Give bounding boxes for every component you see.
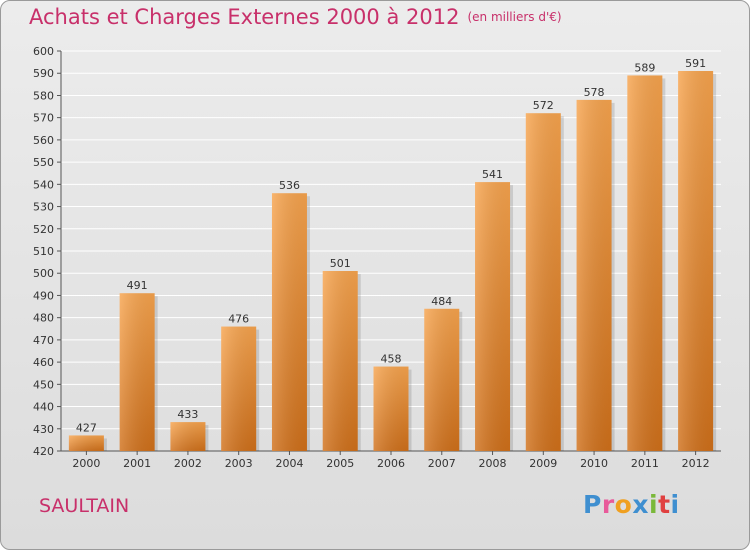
- y-tick-label: 560: [33, 134, 54, 147]
- bar-highlight: [322, 271, 358, 451]
- y-tick-label: 530: [33, 201, 54, 214]
- y-tick-label: 550: [33, 156, 54, 169]
- axes: 420 430 440 450 460 470 480 490 500 510 520 530 540 5…: [33, 45, 721, 458]
- x-tick-label: 2008: [479, 457, 507, 470]
- data-label: 578: [584, 86, 605, 99]
- y-tick-label: 480: [33, 312, 54, 325]
- y-tick-label: 500: [33, 267, 54, 280]
- x-tick-label: 2012: [682, 457, 710, 470]
- proxiti-logo: Proxiti: [583, 490, 680, 519]
- data-label: 427: [76, 421, 97, 434]
- bar-highlight: [221, 326, 257, 451]
- city-name: SAULTAIN: [39, 495, 130, 517]
- x-tick-label: 2005: [326, 457, 354, 470]
- bar-highlight: [678, 71, 714, 451]
- x-tick-label: 2006: [377, 457, 405, 470]
- data-label: 572: [533, 99, 554, 112]
- y-tick-label: 470: [33, 334, 54, 347]
- data-label: 591: [685, 57, 706, 70]
- bar-highlight: [475, 182, 511, 451]
- y-tick-label: 520: [33, 223, 54, 236]
- x-tick-label: 2000: [72, 457, 100, 470]
- chart-title: Achats et Charges Externes 2000 à 2012 (e…: [29, 5, 562, 29]
- data-label: 476: [228, 313, 249, 326]
- x-tick-label: 2004: [275, 457, 303, 470]
- x-tick-label: 2009: [529, 457, 557, 470]
- bar-highlight: [68, 435, 104, 451]
- x-tick-label: 2010: [580, 457, 608, 470]
- bar-highlight: [424, 308, 460, 451]
- data-label: 501: [330, 257, 351, 270]
- y-tick-label: 430: [33, 423, 54, 436]
- bar-highlight: [119, 293, 155, 451]
- x-tick-label: 2011: [631, 457, 659, 470]
- y-tick-label: 490: [33, 289, 54, 302]
- x-tick-label: 2001: [123, 457, 151, 470]
- data-label: 491: [127, 279, 148, 292]
- labels: 427 2000 491 2001 433 2002 476 2003 536 2004 501 20…: [72, 57, 709, 470]
- data-label: 536: [279, 179, 300, 192]
- y-tick-label: 540: [33, 178, 54, 191]
- bar-highlight: [170, 422, 206, 451]
- y-tick-label: 600: [33, 45, 54, 58]
- x-tick-label: 2003: [225, 457, 253, 470]
- x-tick-label: 2002: [174, 457, 202, 470]
- y-tick-label: 460: [33, 356, 54, 369]
- y-tick-label: 570: [33, 112, 54, 125]
- bar-highlight: [627, 75, 663, 451]
- data-label: 541: [482, 168, 503, 181]
- y-tick-label: 580: [33, 89, 54, 102]
- bar-highlight: [525, 113, 561, 451]
- data-label: 589: [634, 61, 655, 74]
- data-label: 433: [177, 408, 198, 421]
- bar-highlight: [271, 193, 307, 451]
- y-tick-label: 450: [33, 378, 54, 391]
- data-label: 484: [431, 295, 452, 308]
- chart-unit: (en milliers d'€): [467, 10, 562, 24]
- y-tick-label: 590: [33, 67, 54, 80]
- x-tick-label: 2007: [428, 457, 456, 470]
- y-tick-label: 510: [33, 245, 54, 258]
- chart-title-text: Achats et Charges Externes 2000 à 2012: [29, 5, 460, 29]
- bar-highlight: [373, 366, 409, 451]
- data-label: 458: [381, 353, 402, 366]
- y-tick-label: 420: [33, 445, 54, 458]
- y-tick-label: 440: [33, 401, 54, 414]
- bars: [68, 71, 717, 451]
- bar-highlight: [576, 99, 612, 451]
